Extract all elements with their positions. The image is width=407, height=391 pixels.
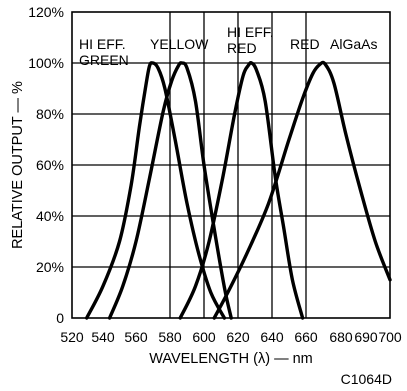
y-tick-label: 80% <box>36 106 64 122</box>
series-label-2: RED <box>227 40 257 56</box>
tick-label-layer: 520 540 560 580 600 620 640 660 680 690 700 0 20% 40%… <box>28 4 402 345</box>
y-tick-label: 40% <box>36 208 64 224</box>
series-label-4: AlGaAs <box>330 36 377 52</box>
x-axis-title: WAVELENGTH (λ) — nm <box>149 351 313 367</box>
x-tick-label: 580 <box>158 329 182 345</box>
y-axis-title: RELATIVE OUTPUT — % <box>10 81 26 249</box>
series-line-0 <box>85 61 227 320</box>
x-tick-label: 560 <box>124 329 148 345</box>
series-label-0: GREEN <box>79 52 129 68</box>
x-tick-label: 620 <box>226 329 250 345</box>
y-tick-label: 20% <box>36 259 64 275</box>
x-tick-label: 690 <box>354 329 378 345</box>
x-tick-label: 540 <box>91 329 115 345</box>
y-tick-label: 120% <box>28 4 64 20</box>
x-tick-label: 700 <box>378 329 402 345</box>
series-label-0: HI EFF. <box>79 36 126 52</box>
curve-layer <box>85 60 392 320</box>
x-tick-label: 600 <box>192 329 216 345</box>
x-tick-label: 640 <box>260 329 284 345</box>
series-label-2: HI EFF. <box>227 24 274 40</box>
series-line-3 <box>212 60 392 320</box>
figure-code: C1064D <box>341 371 392 387</box>
x-tick-label: 680 <box>329 329 353 345</box>
series-label-1: YELLOW <box>150 36 209 52</box>
x-tick-label: 660 <box>294 329 318 345</box>
y-tick-label: 60% <box>36 157 64 173</box>
y-tick-label: 0 <box>56 310 64 326</box>
x-tick-label: 520 <box>60 329 84 345</box>
series-line-2 <box>178 61 305 320</box>
y-tick-label: 100% <box>28 55 64 71</box>
series-label-3: RED <box>290 36 320 52</box>
